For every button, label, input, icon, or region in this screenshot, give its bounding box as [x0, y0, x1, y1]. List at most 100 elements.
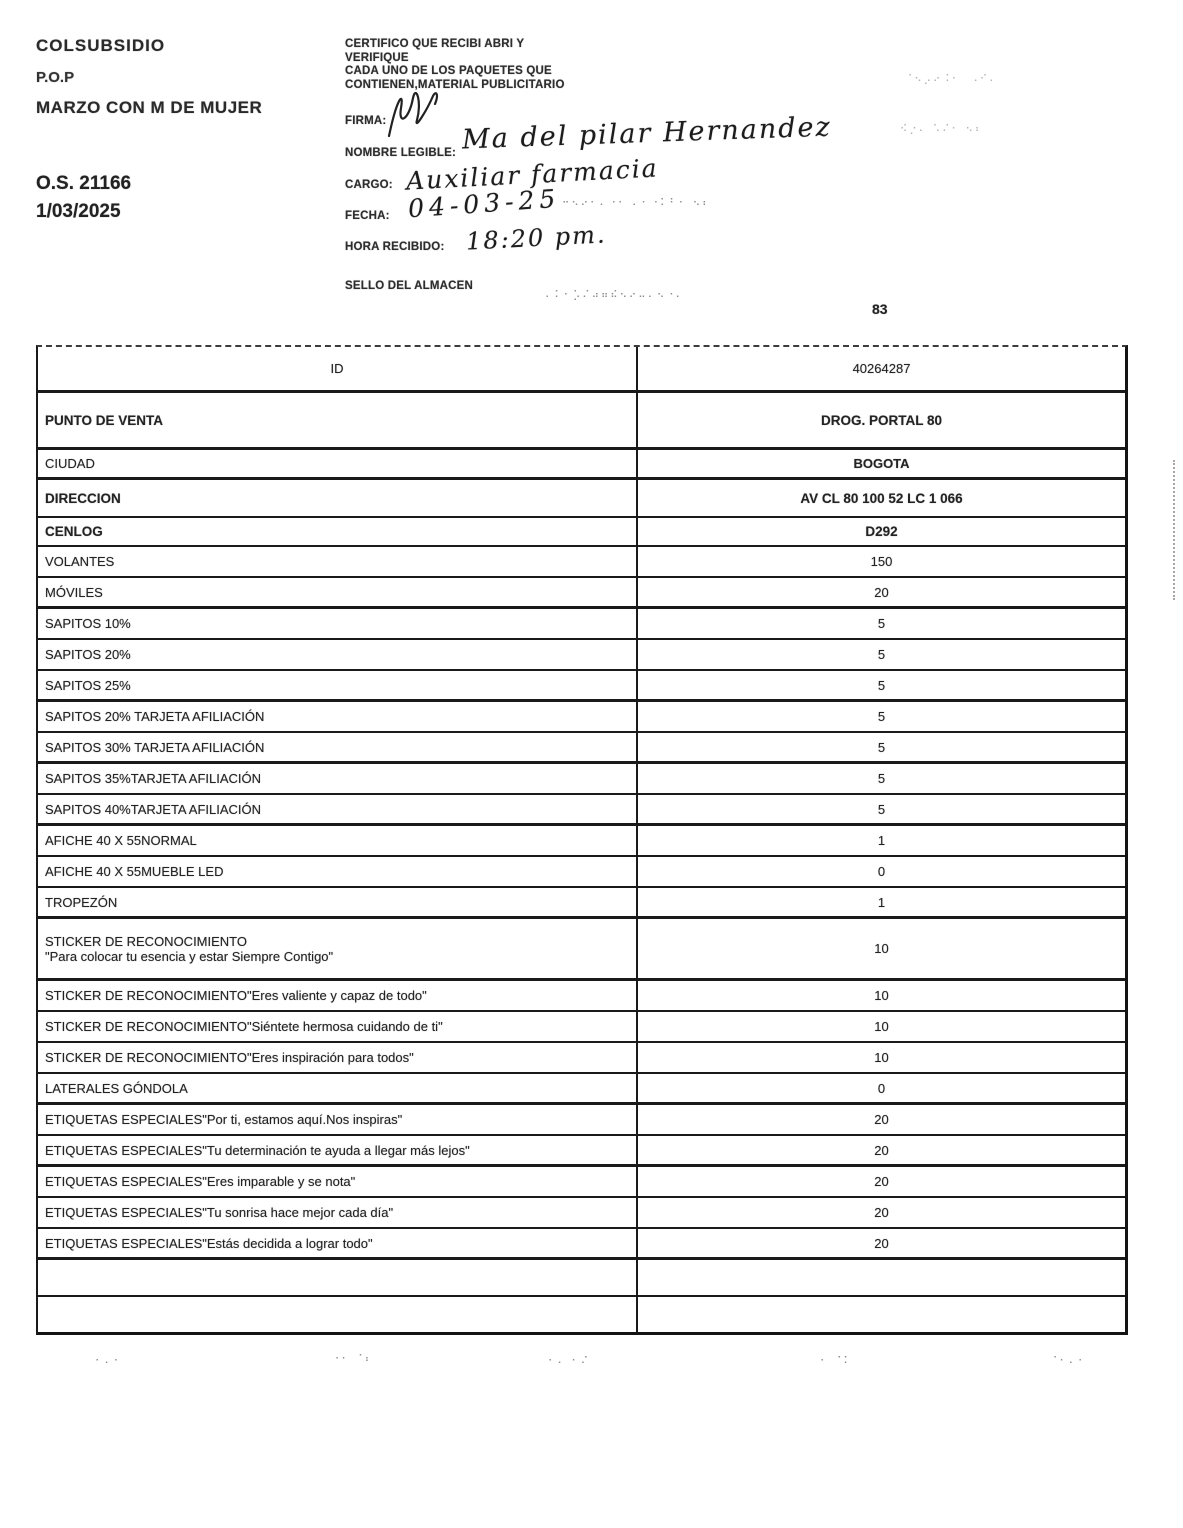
- signature-scribble: [381, 86, 459, 147]
- row-value: 20: [636, 1167, 1125, 1196]
- table-row: STICKER DE RECONOCIMIENTO"Eres valiente …: [38, 981, 1125, 1012]
- nombre-legible-label: NOMBRE LEGIBLE:: [345, 147, 456, 159]
- table-row: ETIQUETAS ESPECIALES"Tu sonrisa hace mej…: [38, 1198, 1125, 1229]
- row-label: [38, 1260, 636, 1295]
- row-label: SAPITOS 20% TARJETA AFILIACIÓN: [45, 709, 265, 724]
- row-value: 10: [636, 981, 1125, 1010]
- sello-almacen-label: SELLO DEL ALMACEN: [345, 280, 473, 292]
- row-label: MÓVILES: [45, 584, 103, 600]
- row-label: ETIQUETAS ESPECIALES"Estás decidida a lo…: [45, 1235, 373, 1251]
- table-row: SAPITOS 10% 5: [38, 609, 1125, 640]
- row-value: 10: [636, 1043, 1125, 1072]
- header-left: COLSUBSIDIO P.O.P MARZO CON M DE MUJER: [36, 36, 336, 118]
- row-label: CENLOG: [45, 524, 103, 539]
- row-value: [636, 1260, 1125, 1295]
- row-label: PUNTO DE VENTA: [45, 412, 164, 428]
- row-label: STICKER DE RECONOCIMIENTO "Para colocar t…: [45, 933, 334, 964]
- row-label: ETIQUETAS ESPECIALES"Por ti, estamos aqu…: [45, 1112, 403, 1127]
- table-row: [38, 1260, 1125, 1297]
- table-row: ID 40264287: [38, 347, 1125, 393]
- row-value: 0: [636, 857, 1125, 886]
- row-label: LATERALES GÓNDOLA: [45, 1080, 188, 1096]
- row-label: STICKER DE RECONOCIMIENTO"Siéntete hermo…: [45, 1019, 443, 1034]
- table-row: SAPITOS 30% TARJETA AFILIACIÓN 5: [38, 733, 1125, 764]
- row-value: D292: [636, 518, 1125, 545]
- row-value: 10: [636, 1012, 1125, 1041]
- row-label: AFICHE 40 X 55MUEBLE LED: [45, 864, 224, 879]
- row-value: 0: [636, 1074, 1125, 1102]
- row-value: 20: [636, 578, 1125, 606]
- statement-line: CADA UNO DE LOS PAQUETES QUE: [345, 65, 552, 77]
- row-label: ID: [330, 361, 344, 376]
- faint-handwriting-mark: ⠪⡐⠄ ⠡⠌⠂ ⠢⠆: [900, 124, 985, 135]
- row-label: SAPITOS 10%: [45, 616, 131, 631]
- row-label: STICKER DE RECONOCIMIENTO"Eres valiente …: [45, 988, 427, 1003]
- row-value: 20: [636, 1136, 1125, 1164]
- brand-name: COLSUBSIDIO: [36, 36, 166, 55]
- row-value: BOGOTA: [636, 450, 1125, 477]
- table-row: ETIQUETAS ESPECIALES"Por ti, estamos aqu…: [38, 1105, 1125, 1136]
- table-row: SAPITOS 35%TARJETA AFILIACIÓN 5: [38, 764, 1125, 795]
- row-label: SAPITOS 35%TARJETA AFILIACIÓN: [45, 771, 262, 786]
- page-number: 83: [872, 301, 888, 317]
- table-row: PUNTO DE VENTA DROG. PORTAL 80: [38, 393, 1125, 450]
- cargo-label: CARGO:: [345, 179, 393, 191]
- table-row: [38, 1297, 1125, 1335]
- material-type: P.O.P: [36, 69, 75, 86]
- row-label: VOLANTES: [45, 554, 115, 569]
- row-label: ETIQUETAS ESPECIALES"Tu sonrisa hace mej…: [45, 1205, 394, 1220]
- faint-stamp-mark: ⠒⠢⠔⠂⠄⠐⠂ ⠄⠂⠐⠅⠃⠂ ⠢⠆: [562, 198, 712, 209]
- table-row: MÓVILES 20: [38, 578, 1125, 609]
- table-row: AFICHE 40 X 55NORMAL 1: [38, 826, 1125, 857]
- row-value: 10: [636, 919, 1125, 978]
- fecha-label: FECHA:: [345, 210, 390, 222]
- row-value: 5: [636, 764, 1125, 793]
- row-value: 5: [636, 733, 1125, 761]
- row-label: SAPITOS 25%: [45, 677, 131, 693]
- table-row: STICKER DE RECONOCIMIENTO"Eres inspiraci…: [38, 1043, 1125, 1074]
- row-value: AV CL 80 100 52 LC 1 066: [636, 480, 1125, 516]
- row-value: 20: [636, 1105, 1125, 1134]
- row-label: CIUDAD: [45, 456, 95, 471]
- table-row: AFICHE 40 X 55MUEBLE LED 0: [38, 857, 1125, 888]
- table-row: STICKER DE RECONOCIMIENTO"Siéntete hermo…: [38, 1012, 1125, 1043]
- table-row: SAPITOS 20% 5: [38, 640, 1125, 671]
- row-value: 40264287: [636, 347, 1125, 390]
- row-value: 5: [636, 795, 1125, 823]
- order-date: 1/03/2025: [36, 201, 121, 222]
- row-value: 20: [636, 1229, 1125, 1257]
- table-row: VOLANTES 150: [38, 547, 1125, 578]
- items-table: ID 40264287 PUNTO DE VENTA DROG. PORTAL 80 C…: [36, 345, 1128, 1335]
- table-row: CIUDAD BOGOTA: [38, 450, 1125, 480]
- table-row: ETIQUETAS ESPECIALES"Eres imparable y se…: [38, 1167, 1125, 1198]
- row-value: 1: [636, 888, 1125, 916]
- row-label: ETIQUETAS ESPECIALES"Eres imparable y se…: [45, 1174, 356, 1189]
- table-row: DIRECCION AV CL 80 100 52 LC 1 066: [38, 480, 1125, 518]
- row-label: TROPEZÓN: [45, 894, 118, 910]
- table-row: CENLOG D292: [38, 518, 1125, 547]
- scan-edge-artifact: [1173, 460, 1175, 600]
- row-value: 150: [636, 547, 1125, 576]
- nombre-legible-handwriting: Ma del pilar Hernandez: [461, 111, 833, 156]
- table-row: ETIQUETAS ESPECIALES"Estás decidida a lo…: [38, 1229, 1125, 1260]
- row-label: STICKER DE RECONOCIMIENTO"Eres inspiraci…: [45, 1050, 414, 1065]
- table-row: SAPITOS 25% 5: [38, 671, 1125, 702]
- row-label: SAPITOS 20%: [45, 647, 131, 662]
- campaign-name: MARZO CON M DE MUJER: [36, 98, 263, 117]
- row-value: DROG. PORTAL 80: [636, 393, 1125, 447]
- table-row: SAPITOS 40%TARJETA AFILIACIÓN 5: [38, 795, 1125, 826]
- row-value: 5: [636, 702, 1125, 731]
- row-value: 5: [636, 609, 1125, 638]
- table-row: LATERALES GÓNDOLA 0: [38, 1074, 1125, 1105]
- row-value: 5: [636, 671, 1125, 699]
- order-number: O.S. 21166: [36, 173, 132, 194]
- row-label: DIRECCION: [45, 490, 121, 506]
- certificate-statement: CERTIFICO QUE RECIBI ABRI Y VERIFIQUE CA…: [345, 38, 675, 92]
- row-value: 20: [636, 1198, 1125, 1227]
- row-value: [636, 1297, 1125, 1332]
- row-value: 5: [636, 640, 1125, 669]
- statement-line: VERIFIQUE: [345, 51, 409, 64]
- table-row: SAPITOS 20% TARJETA AFILIACIÓN 5: [38, 702, 1125, 733]
- hora-handwriting: 18:20 pm.: [465, 220, 608, 256]
